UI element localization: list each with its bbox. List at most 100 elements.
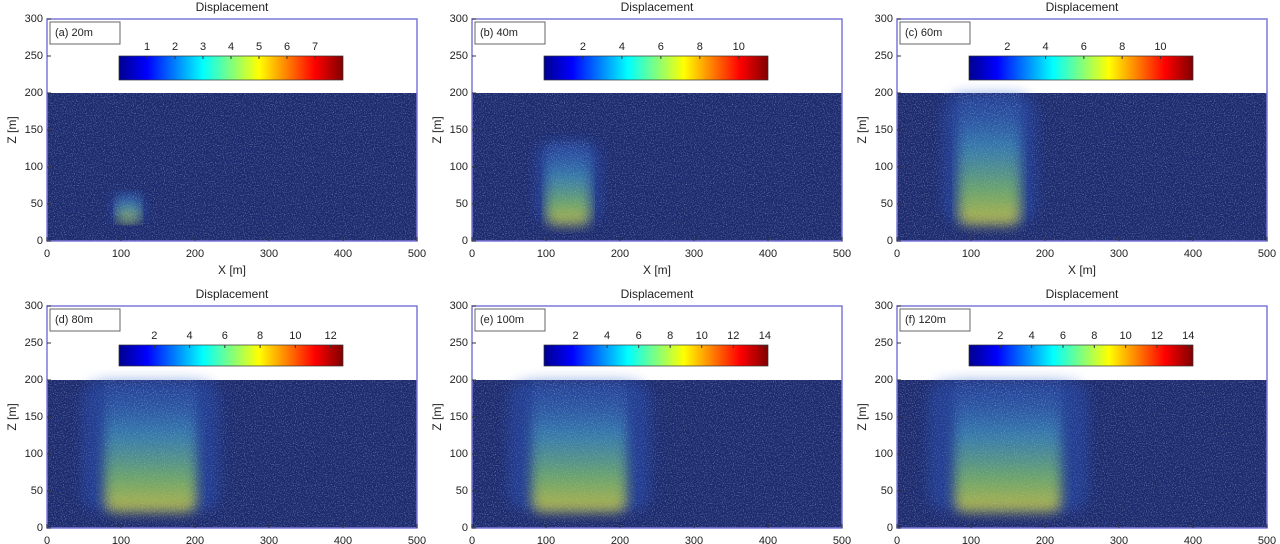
panel: 0 100 200 300 400 500 0 50 100 150 200 250 300 Displa… bbox=[855, 287, 1276, 544]
panel: 0 100 200 300 400 500 0 50 100 150 200 250 300 Displa… bbox=[5, 0, 426, 277]
chart-title: Displacement bbox=[196, 287, 269, 301]
y-tick-label: 150 bbox=[25, 411, 43, 423]
x-tick-label: 500 bbox=[1258, 248, 1276, 260]
colorbar-tick-label: 6 bbox=[1060, 330, 1066, 342]
particle-noise bbox=[47, 93, 417, 241]
colorbar bbox=[543, 55, 769, 81]
colorbar-tick-label: 10 bbox=[696, 330, 708, 342]
colorbar-tick-label: 10 bbox=[1154, 41, 1166, 53]
y-tick-label: 50 bbox=[31, 198, 43, 210]
colorbar-tick-label: 6 bbox=[636, 330, 642, 342]
colorbar-tick-label: 4 bbox=[186, 330, 192, 342]
colorbar-tick-label: 14 bbox=[1182, 330, 1194, 342]
colorbar-tick-label: 8 bbox=[697, 41, 703, 53]
x-tick-label: 400 bbox=[759, 248, 777, 260]
panel-label: (e) 100m bbox=[480, 314, 524, 326]
x-tick-label: 0 bbox=[44, 248, 50, 260]
particle-noise bbox=[546, 141, 591, 225]
y-tick-label: 100 bbox=[875, 448, 893, 460]
x-tick-label: 0 bbox=[469, 535, 475, 544]
y-tick-label: 50 bbox=[881, 198, 893, 210]
x-tick-label: 400 bbox=[334, 248, 352, 260]
x-tick-label: 100 bbox=[537, 248, 555, 260]
x-tick-label: 100 bbox=[112, 248, 130, 260]
colorbar-tick-label: 12 bbox=[1151, 330, 1163, 342]
colorbar-tick-label: 1 bbox=[144, 41, 150, 53]
x-tick-label: 200 bbox=[186, 535, 204, 544]
x-tick-label: 0 bbox=[894, 535, 900, 544]
y-tick-label: 50 bbox=[31, 485, 43, 497]
panel: 0 100 200 300 400 500 0 50 100 150 200 250 300 Displa… bbox=[5, 287, 426, 544]
y-axis-label: Z [m] bbox=[855, 403, 869, 430]
y-tick-label: 300 bbox=[875, 300, 893, 312]
x-tick-label: 0 bbox=[44, 535, 50, 544]
y-tick-label: 150 bbox=[450, 411, 468, 423]
y-tick-label: 0 bbox=[37, 235, 43, 247]
chart-title: Displacement bbox=[196, 0, 269, 14]
panel-label: (d) 80m bbox=[55, 314, 93, 326]
y-tick-label: 200 bbox=[450, 374, 468, 386]
particle-noise bbox=[954, 380, 1062, 512]
y-tick-label: 200 bbox=[25, 87, 43, 99]
colorbar-tick-label: 4 bbox=[228, 41, 234, 53]
x-axis-label: X [m] bbox=[218, 263, 246, 277]
x-tick-label: 300 bbox=[1110, 248, 1128, 260]
chart-title: Displacement bbox=[621, 287, 694, 301]
particle-noise bbox=[472, 93, 842, 241]
y-axis-label: Z [m] bbox=[430, 116, 444, 143]
y-axis-label: Z [m] bbox=[5, 403, 19, 430]
y-tick-label: 100 bbox=[25, 448, 43, 460]
y-tick-label: 50 bbox=[456, 198, 468, 210]
panel-label: (b) 40m bbox=[480, 27, 518, 39]
panel-label: (f) 120m bbox=[905, 314, 946, 326]
colorbar bbox=[118, 55, 344, 81]
y-tick-label: 200 bbox=[875, 87, 893, 99]
x-tick-label: 500 bbox=[1258, 535, 1276, 544]
y-tick-label: 250 bbox=[450, 337, 468, 349]
y-axis-label: Z [m] bbox=[430, 403, 444, 430]
x-tick-label: 0 bbox=[894, 248, 900, 260]
x-axis-label: X [m] bbox=[1068, 263, 1096, 277]
x-tick-label: 500 bbox=[408, 535, 426, 544]
colorbar-tick-label: 8 bbox=[1119, 41, 1125, 53]
y-tick-label: 100 bbox=[875, 161, 893, 173]
panel-label: (a) 20m bbox=[55, 27, 93, 39]
x-tick-label: 0 bbox=[469, 248, 475, 260]
y-tick-label: 150 bbox=[450, 124, 468, 136]
colorbar-tick-label: 2 bbox=[572, 330, 578, 342]
y-tick-label: 250 bbox=[875, 50, 893, 62]
y-tick-label: 250 bbox=[25, 50, 43, 62]
y-tick-label: 150 bbox=[875, 124, 893, 136]
x-tick-label: 200 bbox=[1036, 535, 1054, 544]
particle-noise bbox=[531, 380, 627, 512]
y-tick-label: 200 bbox=[450, 87, 468, 99]
x-tick-label: 300 bbox=[685, 535, 703, 544]
colorbar-tick-label: 4 bbox=[1043, 41, 1049, 53]
y-axis-label: Z [m] bbox=[855, 116, 869, 143]
y-tick-label: 0 bbox=[37, 522, 43, 534]
colorbar bbox=[968, 55, 1194, 81]
x-tick-label: 100 bbox=[962, 535, 980, 544]
x-tick-label: 200 bbox=[1036, 248, 1054, 260]
colorbar-tick-label: 2 bbox=[997, 330, 1003, 342]
x-tick-label: 500 bbox=[833, 535, 851, 544]
colorbar-tick-label: 7 bbox=[312, 41, 318, 53]
panel-label-box bbox=[474, 308, 546, 332]
panel-label-box bbox=[899, 308, 971, 332]
y-tick-label: 150 bbox=[875, 411, 893, 423]
y-tick-label: 300 bbox=[450, 300, 468, 312]
panel: 0 100 200 300 400 500 0 50 100 150 200 250 300 Displa… bbox=[430, 287, 851, 544]
y-tick-label: 50 bbox=[881, 485, 893, 497]
x-tick-label: 500 bbox=[833, 248, 851, 260]
y-tick-label: 200 bbox=[25, 374, 43, 386]
colorbar bbox=[543, 344, 769, 367]
x-tick-label: 200 bbox=[186, 248, 204, 260]
x-tick-label: 300 bbox=[260, 248, 278, 260]
particle-noise bbox=[958, 93, 1021, 225]
y-tick-label: 100 bbox=[450, 448, 468, 460]
x-tick-label: 300 bbox=[1110, 535, 1128, 544]
colorbar-tick-label: 5 bbox=[256, 41, 262, 53]
colorbar-tick-label: 6 bbox=[658, 41, 664, 53]
x-tick-label: 100 bbox=[112, 535, 130, 544]
